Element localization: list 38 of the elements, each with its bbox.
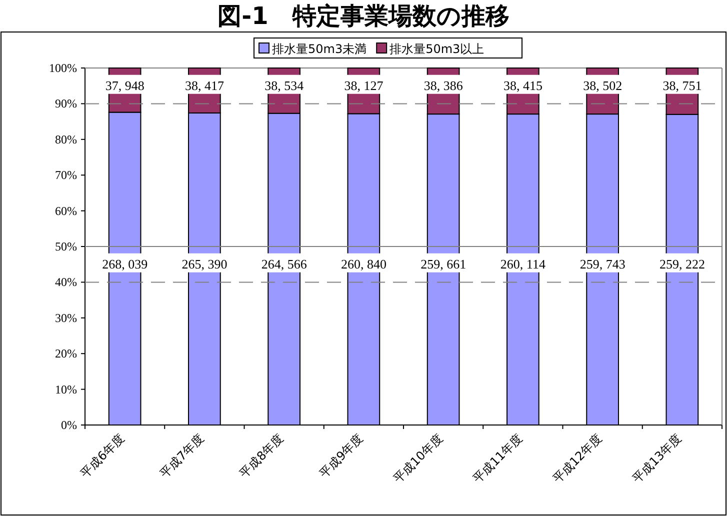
annotation: 259, 661	[420, 256, 466, 272]
ytick: 80%	[55, 132, 77, 146]
xtick: 平成7年度	[157, 431, 207, 480]
xtick: 平成13年度	[630, 431, 684, 486]
annotation: 37, 948	[105, 78, 144, 93]
annotation: 38, 386	[424, 78, 463, 93]
xtick: 平成6年度	[78, 431, 127, 480]
annotation: 38, 534	[264, 78, 304, 93]
annotation: 38, 751	[662, 78, 702, 93]
ytick: 50%	[55, 240, 77, 254]
xtick: 平成9年度	[316, 431, 366, 480]
annotation: 38, 415	[503, 78, 542, 93]
annotation: 38, 127	[344, 78, 384, 93]
annotation: 260, 114	[500, 256, 546, 272]
ytick: 90%	[55, 96, 77, 111]
legend-item: 排水量50m3未満	[272, 42, 367, 56]
annotation: 38, 502	[583, 78, 622, 93]
xtick: 平成12年度	[550, 431, 605, 486]
annotation: 265, 390	[182, 256, 228, 272]
annotation: 264, 566	[261, 256, 307, 272]
ytick: 70%	[55, 168, 77, 182]
ytick: 100%	[49, 61, 77, 75]
ytick: 30%	[55, 310, 77, 325]
annotation: 268, 039	[102, 256, 148, 272]
annotation: 260, 840	[340, 256, 386, 272]
ytick: 0%	[61, 418, 77, 432]
xtick: 平成11年度	[470, 431, 526, 486]
xtick: 平成8年度	[236, 431, 286, 480]
ytick: 10%	[55, 382, 77, 396]
ytick: 40%	[55, 275, 77, 290]
xtick: 平成10年度	[390, 431, 446, 486]
annotation: 259, 222	[659, 256, 705, 272]
annotation: 259, 743	[580, 256, 626, 272]
title: 図-1 特定事業場数の推移	[218, 2, 510, 30]
legend-item: 排水量50m3以上	[390, 42, 484, 56]
ytick: 60%	[55, 204, 77, 218]
annotation: 38, 417	[184, 78, 224, 93]
ytick: 20%	[55, 346, 77, 361]
